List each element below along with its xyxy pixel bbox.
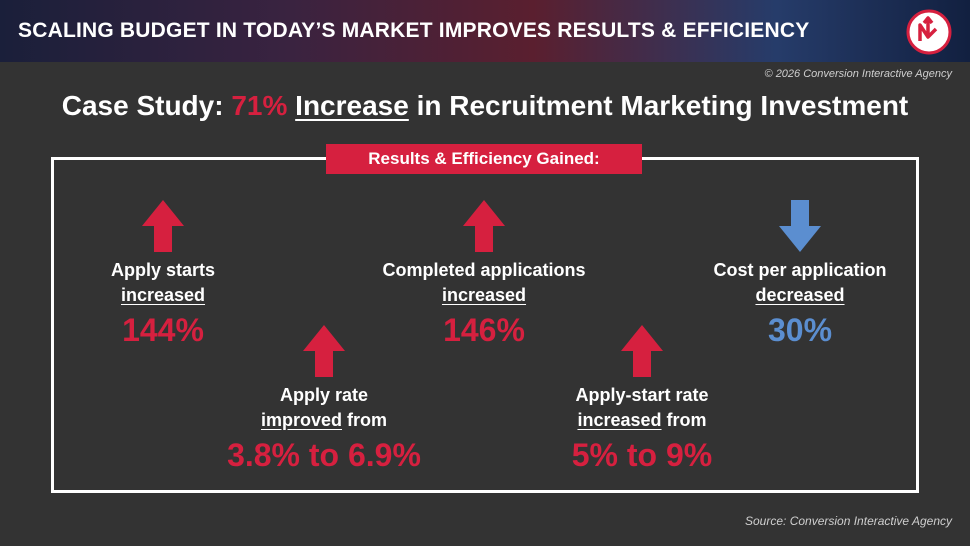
metric: Apply rate improved from 3.8% to 6.9%	[194, 383, 454, 474]
metric-verb-line: increased from	[512, 408, 772, 433]
arrow-shape	[303, 325, 345, 377]
metric-label: Apply-start rate	[575, 385, 709, 405]
metric-verb: improved	[260, 410, 343, 430]
metric-suffix: from	[342, 410, 388, 430]
arrow-shape	[621, 325, 663, 377]
metric-verb-line: increased	[33, 283, 293, 308]
arrow-shape	[463, 200, 505, 252]
logo	[906, 9, 952, 55]
metric-verb-line: decreased	[670, 283, 930, 308]
metric-value: 144%	[122, 312, 204, 348]
metric: Apply starts increased 144%	[33, 258, 293, 349]
arrow	[779, 200, 821, 252]
metric-value: 146%	[443, 312, 525, 348]
arrow-shape	[779, 200, 821, 252]
header-bar	[0, 0, 970, 62]
headline-emphasis: Increase	[295, 90, 409, 121]
metric-label: Apply starts	[110, 260, 216, 280]
arrow	[142, 200, 184, 252]
headline-prefix: Case Study:	[61, 90, 232, 121]
metric-suffix: from	[661, 410, 707, 430]
metric-verb: increased	[441, 285, 527, 305]
headline-highlight: 71%	[231, 90, 288, 121]
metric: Apply-start rate increased from 5% to 9%	[512, 383, 772, 474]
metric-value: 30%	[767, 312, 833, 348]
headline: Case Study: 71% Increase in Recruitment …	[0, 90, 970, 122]
arrow	[463, 200, 505, 252]
metric-verb-line: improved from	[194, 408, 454, 433]
metric-label: Completed applications	[382, 260, 586, 280]
copyright: © 2026 Conversion Interactive Agency	[764, 68, 952, 80]
arrow	[621, 325, 663, 377]
source: Source: Conversion Interactive Agency	[745, 514, 952, 528]
metric-label: Cost per application	[713, 260, 887, 280]
arrow	[303, 325, 345, 377]
header-title: SCALING BUDGET IN TODAY’S MARKET IMPROVE…	[18, 19, 810, 42]
metric-value: 3.8% to 6.9%	[227, 437, 421, 473]
arrow-shape	[142, 200, 184, 252]
headline-suffix: in Recruitment Marketing Investment	[408, 90, 909, 121]
metric-verb: increased	[577, 410, 662, 430]
metric-verb-line: increased	[354, 283, 614, 308]
metric: Completed applications increased 146%	[354, 258, 614, 349]
box-label: Results & Efficiency Gained:	[326, 144, 642, 174]
metric-value: 5% to 9%	[571, 437, 713, 473]
metric-label: Apply rate	[279, 385, 369, 405]
metric-verb: decreased	[755, 285, 845, 305]
metric-verb: increased	[120, 285, 206, 305]
metric: Cost per application decreased 30%	[670, 258, 930, 349]
